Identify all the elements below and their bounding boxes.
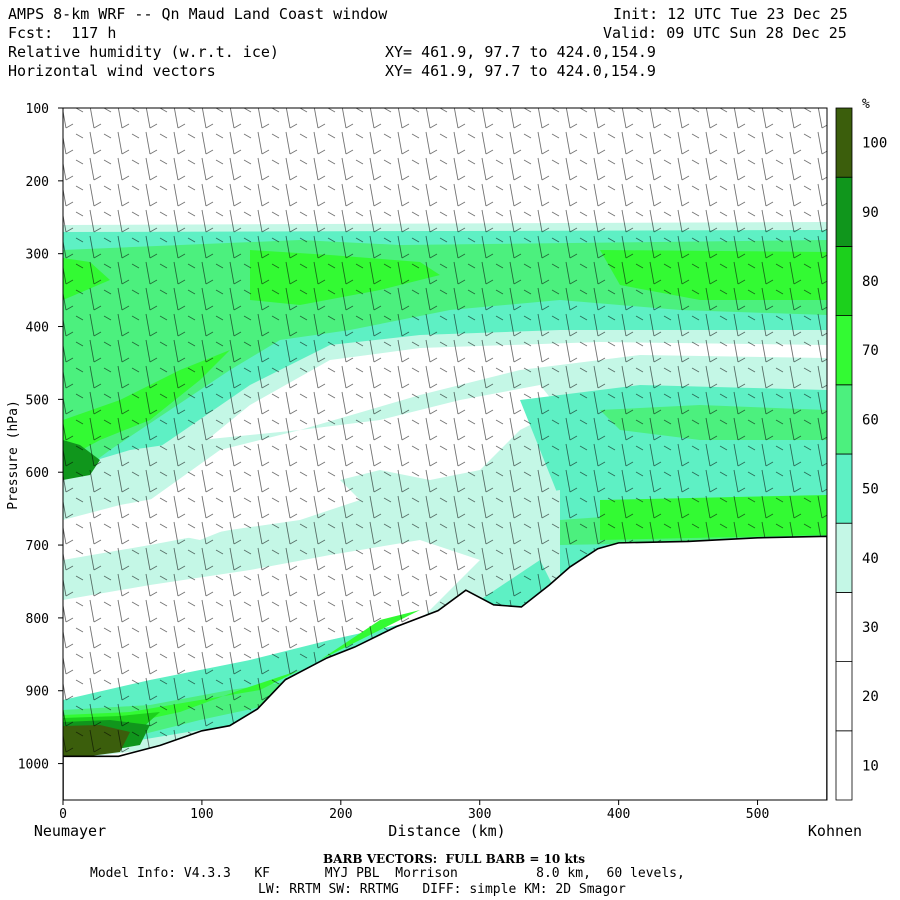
x-tick-label-300: 300: [468, 807, 491, 822]
plot-frame: [62, 107, 828, 801]
right-endpoint-label: Kohnen: [808, 822, 862, 840]
colorbar-label-80: 80: [862, 274, 879, 290]
colorbar-swatch-1: [835, 661, 853, 732]
model-info-2: LW: RRTM SW: RRTMG DIFF: simple KM: 2D S…: [258, 882, 626, 897]
colorbar-swatch-4: [835, 453, 853, 524]
header-fcst: Fcst: 117 h: [8, 24, 117, 42]
colorbar-swatch-3: [835, 522, 853, 593]
y-tick-label-1000: 1000: [18, 758, 49, 773]
x-axis-label: Distance (km): [388, 822, 505, 840]
y-tick-label-500: 500: [26, 393, 49, 408]
header-xy2: XY= 461.9, 97.7 to 424.0,154.9: [385, 62, 656, 80]
terrain-surface: [63, 535, 827, 800]
colorbar-swatch-6: [835, 315, 853, 386]
header-field2: Horizontal wind vectors: [8, 62, 216, 80]
colorbar-label-50: 50: [862, 482, 879, 498]
colorbar-label-10: 10: [862, 758, 879, 774]
header-field1: Relative humidity (w.r.t. ice): [8, 43, 279, 61]
colorbar-label-90: 90: [862, 205, 879, 221]
barb-note: BARB VECTORS: FULL BARB = 10 kts: [323, 852, 586, 866]
x-tick-label-400: 400: [607, 807, 630, 822]
y-tick-label-200: 200: [26, 175, 49, 190]
colorbar-unit: %: [862, 97, 870, 112]
colorbar-swatch-2: [835, 592, 853, 663]
colorbar-label-70: 70: [862, 343, 879, 359]
colorbar-label-40: 40: [862, 551, 879, 567]
colorbar-label-20: 20: [862, 689, 879, 705]
header-title: AMPS 8-km WRF -- Qn Maud Land Coast wind…: [8, 5, 388, 23]
colorbar-swatch-5: [835, 384, 853, 455]
header-init: Init: 12 UTC Tue 23 Dec 25: [613, 5, 848, 23]
colorbar-swatch-9: [835, 107, 853, 178]
colorbar-swatch-8: [835, 176, 853, 247]
x-tick-label-200: 200: [329, 807, 352, 822]
x-tick-label-0: 0: [59, 807, 67, 822]
y-axis-label: Pressure (hPa): [6, 400, 21, 510]
y-tick-label-100: 100: [26, 102, 49, 117]
y-axis: 100 200 300 400 500 600 700 800 900 1000: [18, 102, 63, 773]
y-tick-label-300: 300: [26, 248, 49, 263]
header-xy1: XY= 461.9, 97.7 to 424.0,154.9: [385, 43, 656, 61]
colorbar-label-60: 60: [862, 412, 879, 428]
model-info: Model Info: V4.3.3 KF MYJ PBL Morrison 8…: [90, 866, 685, 881]
colorbar-label-30: 30: [862, 620, 879, 636]
colorbar-swatch-0: [835, 730, 853, 801]
colorbar-swatch-7: [835, 245, 853, 316]
colorbar-label-100: 100: [862, 136, 887, 152]
y-tick-label-800: 800: [26, 612, 49, 627]
x-tick-label-500: 500: [746, 807, 769, 822]
y-tick-label-400: 400: [26, 321, 49, 336]
colorbar: 10 20 30 40 50 60 70 80 90 100%: [835, 97, 887, 801]
header-valid: Valid: 09 UTC Sun 28 Dec 25: [603, 24, 847, 42]
x-axis: 0 100 200 300 400 500: [59, 800, 769, 822]
left-endpoint-label: Neumayer: [34, 822, 106, 840]
rh-field: [63, 108, 827, 800]
x-tick-label-100: 100: [190, 807, 213, 822]
y-tick-label-900: 900: [26, 685, 49, 700]
y-tick-label-700: 700: [26, 539, 49, 554]
y-tick-label-600: 600: [26, 466, 49, 481]
